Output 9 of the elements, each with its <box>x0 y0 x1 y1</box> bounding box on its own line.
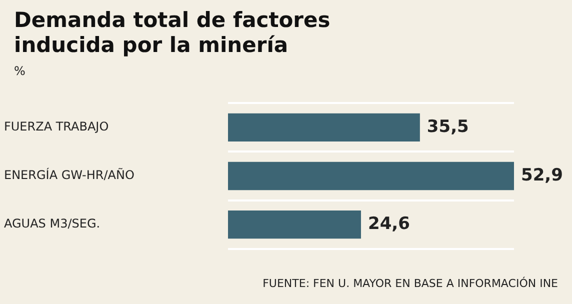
chart-title: Demanda total de factores inducida por la minería <box>14 8 332 58</box>
data-label: 35,5 <box>426 116 469 137</box>
y-tick-label: FUERZA TRABAJO <box>4 120 109 134</box>
data-label: 24,6 <box>368 214 410 234</box>
data-label: 52,9 <box>521 165 563 186</box>
y-axis-title: % <box>14 64 26 78</box>
source-note: FUENTE: FEN U. MAYOR EN BASE A INFORMACIÓN INE <box>262 277 558 290</box>
y-tick-label: ENERGÍA GW-HR/AÑO <box>4 167 134 182</box>
y-tick-label: AGUAS M3/SEG. <box>4 216 100 231</box>
